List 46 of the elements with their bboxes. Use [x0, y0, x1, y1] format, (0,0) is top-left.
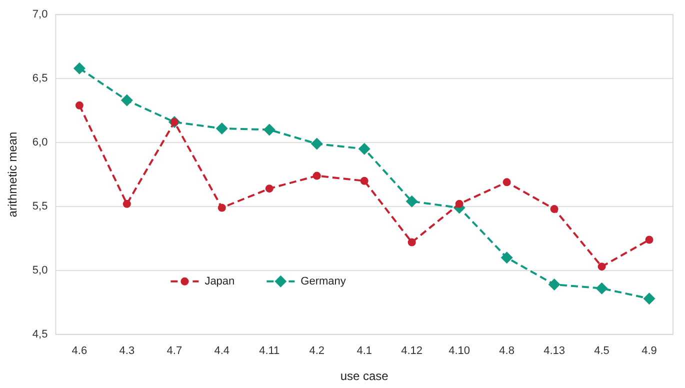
- y-tick-label: 4,5: [32, 328, 48, 340]
- x-tick-label: 4.9: [642, 345, 657, 358]
- y-tick-label: 6,0: [32, 136, 48, 149]
- point: [455, 200, 464, 208]
- y-tick-label: 5,0: [32, 264, 48, 276]
- legend-label: Japan: [204, 275, 235, 288]
- point: [358, 142, 370, 155]
- point: [360, 176, 368, 185]
- x-tick-label: 4.3: [119, 345, 135, 358]
- point: [122, 200, 131, 208]
- x-tick-label: 4.4: [214, 345, 230, 358]
- point: [310, 138, 323, 150]
- x-tick-label: 4.11: [259, 345, 280, 358]
- y-axis-title: arithmetic mean: [6, 132, 20, 218]
- point: [643, 292, 656, 305]
- x-axis-title: use case: [340, 369, 389, 384]
- point: [500, 252, 513, 264]
- point: [406, 195, 418, 208]
- point: [75, 101, 84, 110]
- x-tick-label: 4.5: [594, 345, 610, 358]
- point: [408, 238, 416, 246]
- point: [263, 124, 276, 136]
- point: [596, 282, 608, 294]
- point: [216, 122, 228, 134]
- x-tick-label: 4.10: [448, 345, 470, 358]
- point: [598, 262, 606, 271]
- point: [548, 278, 560, 291]
- x-tick-label: 4.2: [309, 345, 325, 358]
- x-tick-label: 4.13: [544, 345, 565, 358]
- x-tick-label: 4.7: [166, 345, 182, 358]
- x-tick-label: 4.6: [72, 345, 88, 358]
- point: [550, 205, 558, 214]
- x-tick-label: 4.12: [401, 345, 423, 358]
- x-tick-label: 4.8: [499, 345, 514, 358]
- x-tick-label: 4.1: [356, 345, 372, 358]
- point: [312, 172, 321, 180]
- point: [645, 236, 654, 244]
- legend-label: Germany: [300, 275, 346, 288]
- point: [265, 184, 274, 193]
- point: [73, 62, 86, 74]
- y-tick-label: 6,5: [32, 72, 48, 85]
- point: [120, 94, 133, 106]
- y-tick-label: 7,0: [32, 8, 48, 21]
- point: [218, 204, 226, 212]
- y-tick-label: 5,5: [32, 200, 48, 213]
- point: [502, 178, 511, 186]
